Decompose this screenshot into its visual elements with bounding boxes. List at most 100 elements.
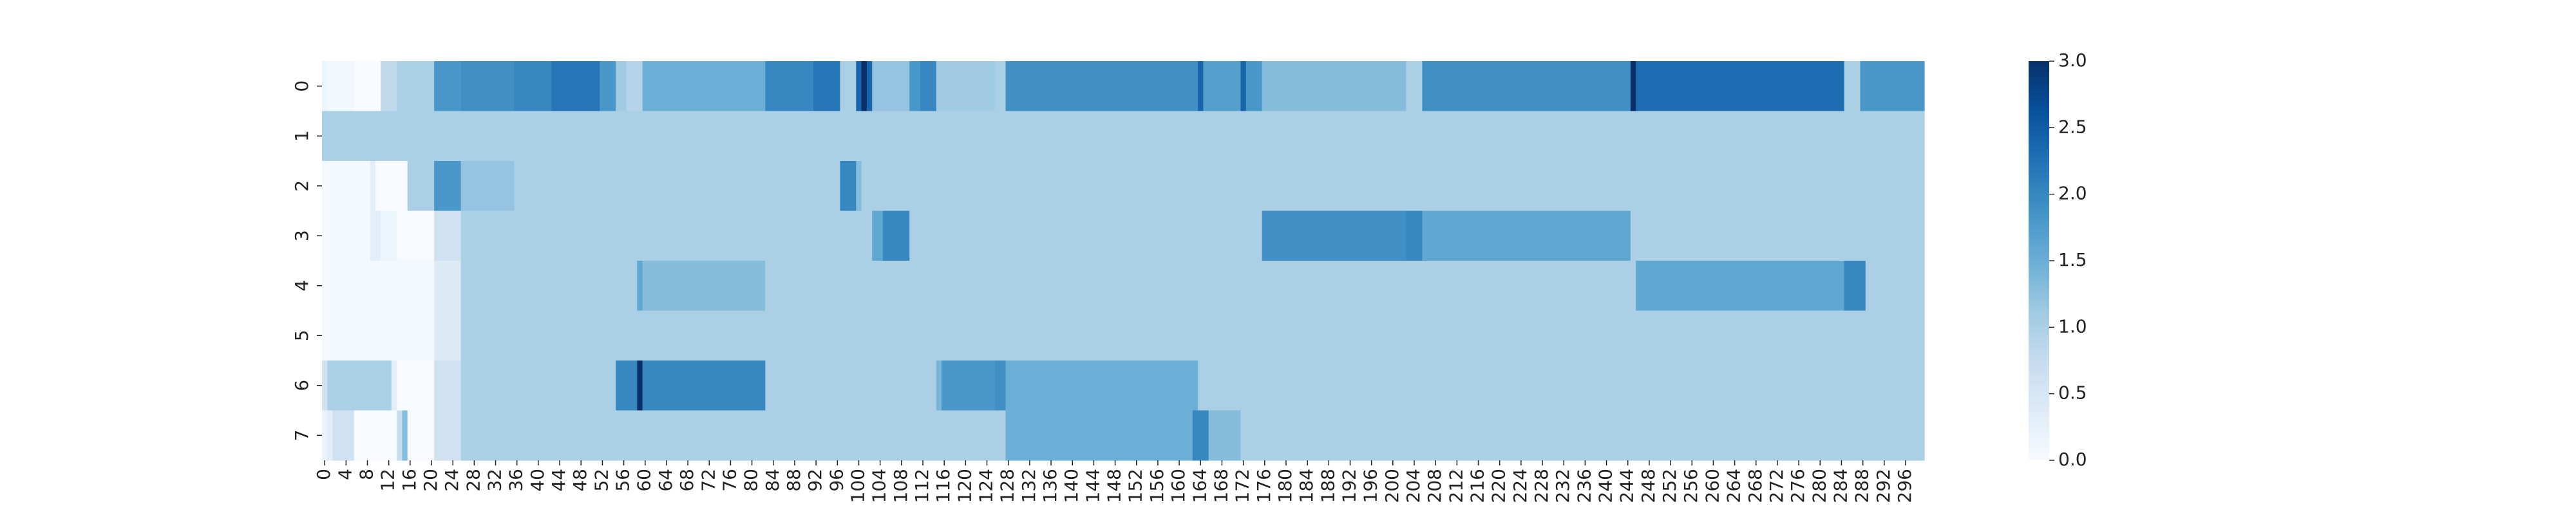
x-tick-label: 280 bbox=[1808, 469, 1830, 503]
x-tick-label: 240 bbox=[1595, 469, 1616, 503]
heatmap-cell-row0-seg5 bbox=[434, 61, 462, 112]
heatmap-cell-row0-seg19 bbox=[872, 61, 910, 112]
x-tick-label: 156 bbox=[1146, 469, 1168, 503]
x-tick-label: 256 bbox=[1680, 469, 1701, 503]
x-tick-label: 276 bbox=[1787, 469, 1808, 503]
x-tick-label: 32 bbox=[484, 469, 506, 492]
heatmap-cell-row5-seg1 bbox=[434, 310, 462, 361]
heatmap-cell-row0-seg13 bbox=[765, 61, 814, 112]
heatmap-cell-row4-seg1 bbox=[434, 261, 462, 312]
y-axis: 0 1 2 3 4 5 6 7 bbox=[291, 80, 322, 441]
heatmap-cell-row7-seg8 bbox=[460, 410, 1007, 461]
x-tick-label: 168 bbox=[1210, 469, 1231, 503]
heatmap-cell-row7-seg9 bbox=[1005, 410, 1193, 461]
y-tick-label: 2 bbox=[291, 180, 312, 192]
heatmap-cell-row6-seg7 bbox=[637, 360, 643, 411]
x-tick-label: 160 bbox=[1168, 469, 1189, 503]
heatmap-cell-row0-seg35 bbox=[1860, 61, 1925, 112]
x-tick-label: 260 bbox=[1701, 469, 1723, 503]
heatmap-cell-row3-seg3 bbox=[397, 211, 435, 261]
heatmap-cell-row6-seg2 bbox=[391, 360, 397, 411]
x-tick-label: 132 bbox=[1018, 469, 1039, 503]
heatmap-cell-row3-seg8 bbox=[909, 211, 1263, 261]
heatmap-cell-row2-seg0 bbox=[322, 161, 371, 212]
y-tick-label: 5 bbox=[291, 330, 312, 341]
x-tick-label: 228 bbox=[1531, 469, 1552, 503]
heatmap-cell-row6-seg11 bbox=[942, 360, 996, 411]
heatmap-cell-row6-seg14 bbox=[1198, 360, 1925, 411]
x-tick-label: 192 bbox=[1338, 469, 1359, 503]
colorbar-tick-label: 1.5 bbox=[2058, 249, 2087, 270]
colorbar-tick-label: 0.0 bbox=[2058, 449, 2087, 470]
x-tick-label: 196 bbox=[1360, 469, 1381, 503]
heatmap-cell-row0-seg7 bbox=[514, 61, 553, 112]
x-tick-label: 216 bbox=[1467, 469, 1488, 503]
x-tick-label: 60 bbox=[634, 469, 655, 492]
heatmap-cell-row6-seg4 bbox=[434, 360, 462, 411]
heatmap-cell-row7-seg1 bbox=[327, 410, 334, 461]
heatmap-cell-row6-seg3 bbox=[397, 360, 435, 411]
heatmap-cell-row7-seg6 bbox=[407, 410, 435, 461]
x-tick-label: 148 bbox=[1104, 469, 1125, 503]
x-tick-label: 264 bbox=[1723, 469, 1745, 503]
x-tick-label: 68 bbox=[676, 469, 697, 492]
heatmap-cell-row0-seg34 bbox=[1844, 61, 1861, 112]
x-tick-label: 180 bbox=[1274, 469, 1296, 503]
y-tick-label: 3 bbox=[291, 230, 312, 241]
x-tick-label: 172 bbox=[1232, 469, 1253, 503]
heatmap-cell-row0-seg28 bbox=[1245, 61, 1263, 112]
heatmap-cells bbox=[322, 61, 1925, 461]
heatmap-cell-row6-seg13 bbox=[1005, 360, 1198, 411]
heatmap-cell-row6-seg9 bbox=[765, 360, 937, 411]
heatmap-cell-row4-seg0 bbox=[322, 261, 435, 312]
x-tick-label: 288 bbox=[1852, 469, 1873, 503]
heatmap-cell-row6-seg12 bbox=[994, 360, 1007, 411]
x-tick-label: 104 bbox=[869, 469, 890, 503]
heatmap-cell-row0-seg9 bbox=[600, 61, 616, 112]
heatmap-cell-row5-seg0 bbox=[322, 310, 435, 361]
x-tick-label: 208 bbox=[1424, 469, 1445, 503]
x-tick-label: 124 bbox=[976, 469, 997, 503]
heatmap-cell-row0-seg15 bbox=[840, 61, 857, 112]
heatmap-cell-row0-seg0 bbox=[322, 61, 328, 112]
heatmap-cell-row2-seg4 bbox=[434, 161, 462, 212]
x-tick-label: 36 bbox=[506, 469, 527, 492]
heatmap-cell-row6-seg6 bbox=[616, 360, 638, 411]
x-tick-label: 164 bbox=[1189, 469, 1210, 503]
x-tick-label: 40 bbox=[527, 469, 548, 492]
heatmap-cell-row0-seg21 bbox=[920, 61, 937, 112]
x-tick-label: 232 bbox=[1552, 469, 1573, 503]
heatmap-cell-row7-seg5 bbox=[402, 410, 408, 461]
heatmap-cell-row2-seg5 bbox=[460, 161, 515, 212]
x-tick-label: 16 bbox=[399, 469, 420, 492]
heatmap-cell-row4-seg5 bbox=[765, 261, 1636, 312]
heatmap-cell-row2-seg7 bbox=[840, 161, 857, 212]
x-tick-label: 200 bbox=[1381, 469, 1403, 503]
x-tick-label: 96 bbox=[826, 469, 847, 492]
heatmap-cell-row0-seg16 bbox=[856, 61, 862, 112]
heatmap-cell-row0-seg33 bbox=[1636, 61, 1845, 112]
heatmap-cell-row7-seg3 bbox=[354, 410, 397, 461]
heatmap-cell-row6-seg8 bbox=[642, 360, 766, 411]
x-tick-label: 112 bbox=[911, 469, 933, 503]
heatmap-cell-row7-seg0 bbox=[322, 410, 328, 461]
heatmap-cell-row0-seg20 bbox=[909, 61, 921, 112]
heatmap-cell-row7-seg2 bbox=[332, 410, 355, 461]
heatmap-cell-row7-seg11 bbox=[1208, 410, 1242, 461]
colorbar-tick-label: 2.0 bbox=[2058, 183, 2087, 204]
x-tick-label: 244 bbox=[1616, 469, 1638, 503]
heatmap-cell-row3-seg7 bbox=[882, 211, 910, 261]
heatmap-cell-row7-seg7 bbox=[434, 410, 462, 461]
heatmap-cell-row0-seg14 bbox=[813, 61, 841, 112]
heatmap-cell-row0-seg32 bbox=[1630, 61, 1636, 112]
heatmap-cell-row4-seg6 bbox=[1636, 261, 1845, 312]
heatmap-cell-row0-seg12 bbox=[642, 61, 766, 112]
heatmap-cell-row7-seg12 bbox=[1240, 410, 1925, 461]
heatmap-cell-row6-seg10 bbox=[936, 360, 942, 411]
x-tick-label: 80 bbox=[741, 469, 762, 492]
heatmap-cell-row0-seg6 bbox=[460, 61, 515, 112]
heatmap-cell-row0-seg27 bbox=[1240, 61, 1247, 112]
heatmap-cell-row0-seg17 bbox=[861, 61, 867, 112]
x-tick-label: 248 bbox=[1638, 469, 1659, 503]
heatmap-cell-row4-seg7 bbox=[1844, 261, 1866, 312]
